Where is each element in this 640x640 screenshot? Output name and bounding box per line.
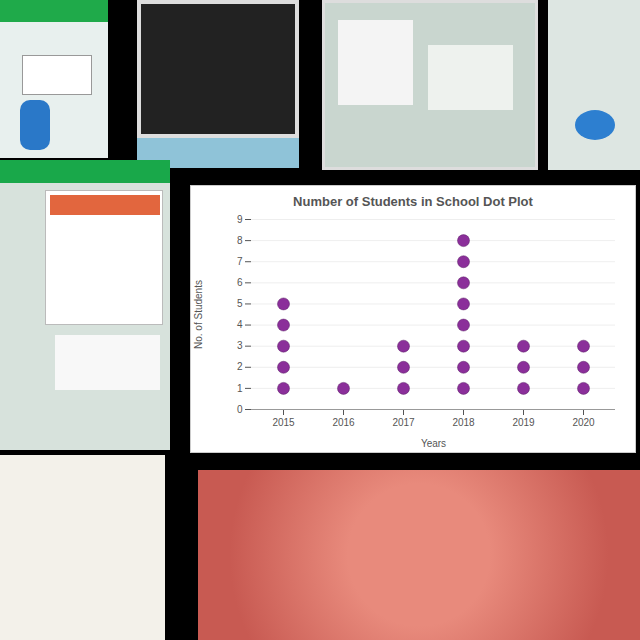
svg-text:5: 5 bbox=[237, 298, 243, 309]
svg-text:1: 1 bbox=[237, 383, 243, 394]
svg-text:2015: 2015 bbox=[272, 417, 295, 428]
svg-text:2: 2 bbox=[237, 361, 243, 372]
svg-text:Years: Years bbox=[421, 438, 446, 449]
svg-text:4: 4 bbox=[237, 319, 243, 330]
html-text:Number of Students in School D: Number of Students in School Dot Plot bbox=[293, 194, 533, 209]
svg-text:2018: 2018 bbox=[452, 417, 475, 428]
svg-text:0: 0 bbox=[237, 404, 243, 415]
svg-text:9: 9 bbox=[237, 214, 243, 225]
svg-text:7: 7 bbox=[237, 256, 243, 267]
svg-text:2017: 2017 bbox=[392, 417, 415, 428]
svg-text:6: 6 bbox=[237, 277, 243, 288]
svg-text:No. of Students: No. of Students bbox=[193, 280, 204, 349]
svg-text:3: 3 bbox=[237, 340, 243, 351]
svg-text:2019: 2019 bbox=[512, 417, 535, 428]
svg-text:2020: 2020 bbox=[572, 417, 595, 428]
svg-text:2016: 2016 bbox=[332, 417, 355, 428]
svg-text:8: 8 bbox=[237, 235, 243, 246]
